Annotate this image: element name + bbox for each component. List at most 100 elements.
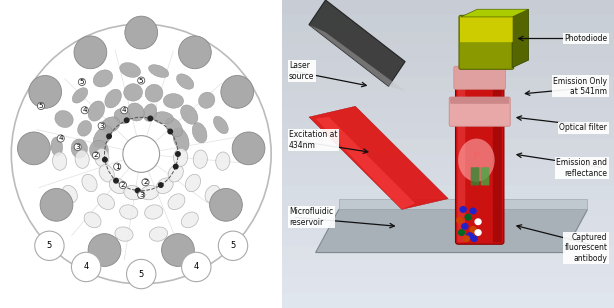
- Circle shape: [460, 207, 466, 212]
- FancyBboxPatch shape: [282, 262, 614, 277]
- Ellipse shape: [168, 194, 185, 210]
- Ellipse shape: [93, 70, 112, 87]
- FancyBboxPatch shape: [282, 231, 614, 246]
- Text: 4: 4: [193, 262, 199, 271]
- Circle shape: [467, 233, 473, 238]
- Text: Photodiode: Photodiode: [564, 34, 607, 43]
- Text: Laser
source: Laser source: [289, 61, 314, 80]
- FancyBboxPatch shape: [282, 15, 614, 31]
- Ellipse shape: [124, 185, 142, 200]
- FancyBboxPatch shape: [493, 87, 502, 242]
- Circle shape: [465, 214, 471, 220]
- FancyBboxPatch shape: [282, 246, 614, 262]
- FancyBboxPatch shape: [471, 167, 480, 185]
- Text: 1: 1: [115, 164, 120, 170]
- Circle shape: [74, 36, 107, 69]
- FancyBboxPatch shape: [282, 216, 614, 231]
- Circle shape: [29, 75, 61, 108]
- Text: 3: 3: [99, 123, 104, 129]
- Circle shape: [475, 230, 481, 235]
- Ellipse shape: [62, 185, 77, 203]
- Circle shape: [126, 259, 156, 289]
- Ellipse shape: [75, 150, 89, 168]
- Circle shape: [457, 217, 463, 223]
- Circle shape: [464, 236, 470, 241]
- Ellipse shape: [98, 194, 114, 210]
- FancyBboxPatch shape: [282, 0, 614, 15]
- Ellipse shape: [114, 109, 130, 124]
- FancyBboxPatch shape: [282, 62, 614, 77]
- Polygon shape: [512, 9, 529, 68]
- Ellipse shape: [214, 116, 228, 134]
- FancyBboxPatch shape: [282, 108, 614, 123]
- Circle shape: [123, 136, 160, 172]
- Ellipse shape: [149, 227, 168, 241]
- FancyBboxPatch shape: [459, 15, 514, 69]
- Polygon shape: [316, 209, 588, 253]
- Ellipse shape: [177, 74, 194, 89]
- FancyBboxPatch shape: [454, 66, 505, 89]
- Ellipse shape: [127, 103, 144, 121]
- Ellipse shape: [95, 148, 109, 167]
- Ellipse shape: [149, 65, 169, 78]
- Ellipse shape: [185, 174, 201, 192]
- FancyBboxPatch shape: [282, 185, 614, 200]
- Polygon shape: [309, 0, 405, 86]
- Circle shape: [107, 134, 111, 139]
- Circle shape: [103, 157, 107, 162]
- FancyBboxPatch shape: [460, 16, 513, 42]
- FancyBboxPatch shape: [450, 97, 509, 104]
- Text: Microfluidic
reservoir: Microfluidic reservoir: [289, 208, 333, 227]
- Ellipse shape: [123, 84, 142, 101]
- Ellipse shape: [173, 128, 189, 151]
- Ellipse shape: [181, 212, 198, 228]
- Ellipse shape: [216, 152, 230, 170]
- FancyBboxPatch shape: [282, 277, 614, 293]
- FancyBboxPatch shape: [282, 139, 614, 154]
- Text: F: F: [473, 152, 480, 162]
- Ellipse shape: [145, 84, 163, 102]
- Ellipse shape: [77, 120, 91, 136]
- Text: 2: 2: [143, 179, 148, 185]
- FancyBboxPatch shape: [282, 46, 614, 62]
- Ellipse shape: [82, 174, 97, 192]
- Circle shape: [161, 234, 194, 266]
- Polygon shape: [309, 106, 448, 209]
- Circle shape: [462, 224, 468, 229]
- Circle shape: [179, 36, 211, 69]
- Text: 5: 5: [39, 103, 43, 109]
- FancyBboxPatch shape: [282, 169, 614, 185]
- Ellipse shape: [115, 227, 133, 241]
- Ellipse shape: [145, 205, 163, 219]
- Ellipse shape: [181, 105, 198, 124]
- FancyBboxPatch shape: [456, 85, 504, 244]
- Ellipse shape: [192, 123, 207, 143]
- Text: 3: 3: [76, 144, 80, 150]
- Ellipse shape: [55, 111, 73, 128]
- FancyBboxPatch shape: [282, 77, 614, 92]
- Ellipse shape: [143, 104, 157, 121]
- Text: Emission Only
at 541nm: Emission Only at 541nm: [553, 77, 607, 96]
- Circle shape: [475, 219, 481, 225]
- Ellipse shape: [198, 92, 215, 108]
- Circle shape: [174, 164, 178, 169]
- Polygon shape: [316, 117, 415, 209]
- Text: 5: 5: [80, 79, 84, 85]
- Ellipse shape: [163, 94, 184, 108]
- Text: 2: 2: [120, 182, 125, 188]
- Ellipse shape: [156, 178, 173, 194]
- Circle shape: [35, 231, 64, 261]
- FancyBboxPatch shape: [449, 97, 510, 126]
- Text: 5: 5: [230, 241, 236, 250]
- Circle shape: [209, 188, 243, 221]
- Circle shape: [182, 252, 211, 282]
- Circle shape: [221, 75, 254, 108]
- Ellipse shape: [153, 112, 173, 124]
- Ellipse shape: [105, 89, 122, 108]
- Circle shape: [136, 188, 140, 193]
- Circle shape: [125, 16, 158, 49]
- FancyBboxPatch shape: [457, 87, 465, 242]
- Ellipse shape: [458, 139, 495, 182]
- Polygon shape: [339, 199, 588, 209]
- Ellipse shape: [101, 117, 120, 132]
